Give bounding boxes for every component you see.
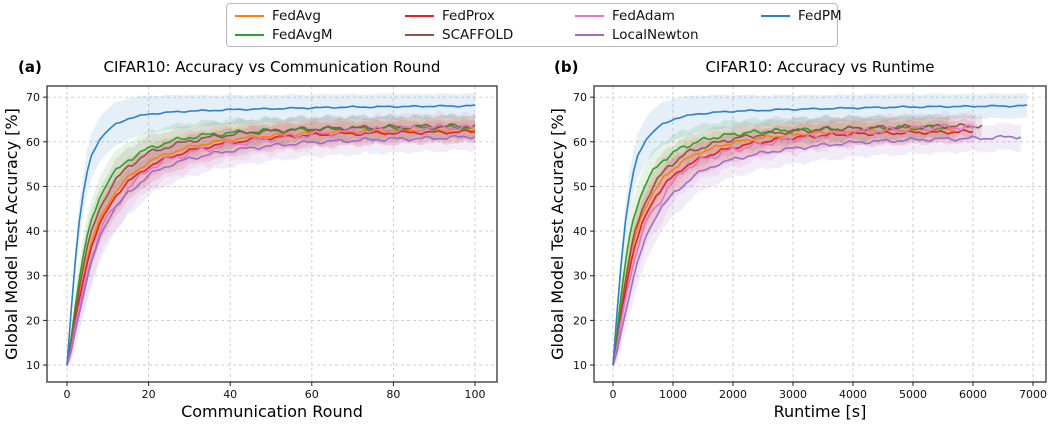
legend-label-fedavg: FedAvg xyxy=(272,7,321,24)
legend-item-localnewton: LocalNewton xyxy=(575,27,761,43)
svg-text:20: 20 xyxy=(573,314,587,327)
svg-text:10: 10 xyxy=(26,359,40,372)
panel-a-tag: (a) xyxy=(18,58,42,76)
svg-text:30: 30 xyxy=(573,270,587,283)
svg-text:7000: 7000 xyxy=(1019,388,1047,401)
svg-text:40: 40 xyxy=(223,388,237,401)
legend-label-fedadam: FedAdam xyxy=(612,7,675,24)
svg-text:3000: 3000 xyxy=(779,388,807,401)
svg-text:2000: 2000 xyxy=(719,388,747,401)
fedadam-line-swatch xyxy=(575,14,604,17)
panel-a-title: CIFAR10: Accuracy vs Communication Round xyxy=(103,58,441,76)
legend-item-fedavgm: FedAvgM xyxy=(235,27,405,43)
svg-text:1000: 1000 xyxy=(659,388,687,401)
svg-text:10: 10 xyxy=(573,359,587,372)
legend-item-fedpm: FedPM xyxy=(761,8,847,24)
panel-a-xlabel: Communication Round xyxy=(181,402,363,421)
svg-text:50: 50 xyxy=(26,180,40,193)
legend-item-fedadam: FedAdam xyxy=(575,8,761,24)
panel-a-plot: 10 20 30 40 50 60 70 0 20 40 60 80 100 xyxy=(26,85,498,401)
fedpm-line-swatch xyxy=(761,14,790,17)
svg-text:100: 100 xyxy=(465,388,486,401)
svg-text:40: 40 xyxy=(26,225,40,238)
svg-text:0: 0 xyxy=(610,388,617,401)
localnewton-line-swatch xyxy=(575,33,604,36)
svg-text:50: 50 xyxy=(573,180,587,193)
svg-text:80: 80 xyxy=(386,388,400,401)
panel-b-plot: 10 20 30 40 50 60 70 0 1000 2000 3000 4000 5000 6000 7… xyxy=(573,85,1047,401)
legend-item-fedprox: FedProx xyxy=(405,8,575,24)
svg-text:30: 30 xyxy=(26,270,40,283)
svg-text:20: 20 xyxy=(142,388,156,401)
legend-label-fedprox: FedProx xyxy=(442,7,495,24)
scaffold-line-swatch xyxy=(405,33,434,36)
fedavg-line-swatch xyxy=(235,14,264,17)
svg-text:40: 40 xyxy=(573,225,587,238)
legend-item-scaffold: SCAFFOLD xyxy=(405,27,575,43)
svg-text:60: 60 xyxy=(573,136,587,149)
svg-text:5000: 5000 xyxy=(899,388,927,401)
panel-b-tag: (b) xyxy=(554,58,579,76)
svg-text:60: 60 xyxy=(26,136,40,149)
legend-label-localnewton: LocalNewton xyxy=(612,26,699,43)
svg-text:60: 60 xyxy=(305,388,319,401)
fedavgm-line-swatch xyxy=(235,33,264,36)
legend: FedAvg FedAvgM FedProx SCAFFOLD FedAdam … xyxy=(226,3,842,47)
svg-text:6000: 6000 xyxy=(959,388,987,401)
legend-label-fedavgm: FedAvgM xyxy=(272,26,333,43)
svg-text:20: 20 xyxy=(26,314,40,327)
svg-text:70: 70 xyxy=(573,91,587,104)
legend-item-fedavg: FedAvg xyxy=(235,8,405,24)
panel-b-xlabel: Runtime [s] xyxy=(773,402,867,421)
legend-label-fedpm: FedPM xyxy=(798,7,842,24)
svg-text:0: 0 xyxy=(64,388,71,401)
panel-b-title: CIFAR10: Accuracy vs Runtime xyxy=(705,58,935,76)
svg-text:70: 70 xyxy=(26,91,40,104)
fedprox-line-swatch xyxy=(405,14,434,17)
legend-label-scaffold: SCAFFOLD xyxy=(442,26,514,43)
svg-text:4000: 4000 xyxy=(839,388,867,401)
